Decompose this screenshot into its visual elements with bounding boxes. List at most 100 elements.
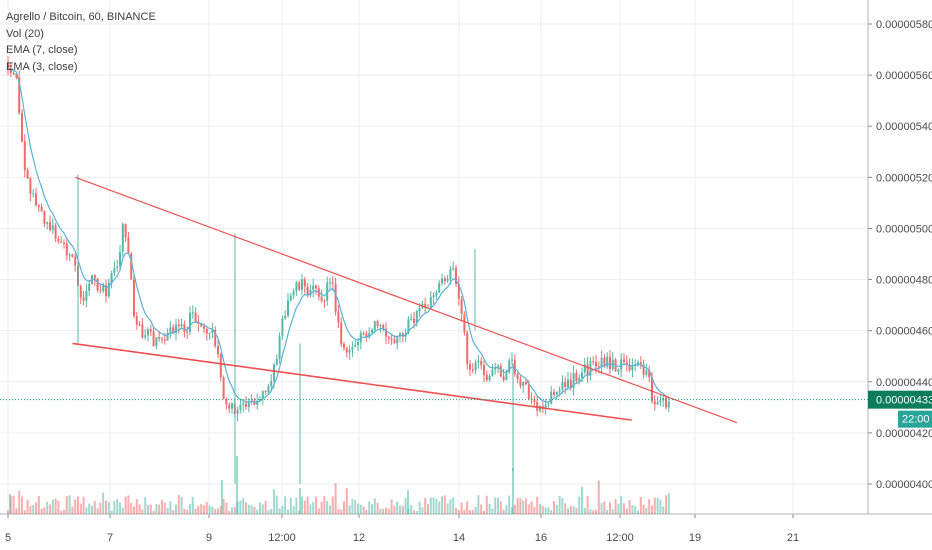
volume-bar — [166, 507, 169, 514]
volume-bar — [21, 496, 23, 514]
volume-bar — [435, 498, 438, 514]
volume-bar — [550, 510, 553, 514]
volume-bar — [614, 499, 617, 514]
price-axis[interactable] — [868, 0, 932, 514]
volume-bar — [396, 501, 399, 514]
volume-bar — [60, 510, 63, 514]
legend-ema3[interactable]: EMA (3, close) — [6, 60, 78, 73]
candle-body — [46, 222, 49, 224]
volume-bar — [354, 500, 357, 514]
candle-body — [105, 285, 107, 297]
candle-body — [329, 282, 331, 284]
volume-bar — [203, 505, 205, 514]
volume-bar — [245, 502, 247, 514]
candle-body — [533, 399, 536, 402]
candle-body — [273, 364, 275, 381]
candle-body — [617, 369, 620, 372]
volume-bar — [463, 509, 466, 514]
volume-bar — [133, 506, 135, 514]
volume-bar — [480, 504, 483, 514]
candle-body — [572, 373, 575, 388]
candle-body — [183, 324, 186, 332]
volume-bar — [651, 505, 653, 514]
legend-vol[interactable]: Vol (20) — [6, 27, 44, 40]
volume-bar — [385, 507, 387, 514]
candle-body — [354, 345, 357, 348]
volume-bar — [270, 508, 273, 514]
candle-body — [127, 237, 130, 254]
candle-body — [665, 397, 667, 408]
x-tick-label: 12:00 — [268, 532, 296, 544]
volume-bar — [382, 509, 385, 514]
candle-body — [281, 318, 284, 337]
candle-body — [60, 241, 63, 243]
candle-body — [575, 373, 578, 382]
candle-body — [603, 357, 606, 367]
candle-body — [645, 370, 648, 375]
x-tick-label: 21 — [787, 532, 799, 544]
candle-body — [256, 400, 259, 405]
volume-bar — [452, 497, 455, 514]
candle-body — [88, 283, 91, 291]
volume-bar — [659, 499, 662, 514]
volume-bar — [155, 503, 158, 514]
candle-body — [203, 326, 205, 329]
candle-body — [135, 316, 138, 325]
volume-bar — [119, 502, 121, 514]
volume-bar — [606, 509, 609, 514]
volume-bar — [387, 508, 390, 514]
volume-bar — [323, 496, 326, 514]
candle-body — [597, 366, 600, 368]
upper-trendline[interactable] — [75, 176, 738, 424]
candle-body — [225, 398, 228, 405]
volume-bar — [567, 508, 569, 514]
volume-bar — [597, 480, 600, 514]
candle-body — [558, 389, 561, 392]
volume-bar — [376, 502, 379, 514]
candle-body — [239, 405, 242, 410]
candle-body — [320, 296, 323, 301]
volume-bar — [186, 509, 189, 514]
candle-body — [54, 225, 57, 239]
candle-body — [334, 283, 337, 312]
candle-body — [219, 354, 222, 378]
candle-body — [494, 368, 497, 370]
volume-bar — [35, 502, 37, 514]
candle-body — [415, 311, 418, 323]
lower-trendline[interactable] — [72, 342, 632, 421]
volume-bar — [175, 504, 177, 514]
candle-body — [443, 278, 446, 282]
volume-bar — [278, 508, 281, 514]
candle-body — [71, 254, 74, 257]
candle-body — [315, 285, 317, 289]
candle-body — [211, 329, 214, 333]
volume-bar — [399, 505, 401, 514]
candle-body — [275, 358, 278, 365]
candle-body — [68, 254, 71, 256]
candle-body — [306, 286, 309, 296]
candle-body — [628, 364, 631, 371]
volume-bar — [68, 495, 71, 514]
volume-bar — [539, 504, 541, 514]
volume-bar — [438, 501, 441, 514]
volume-bar — [138, 504, 141, 514]
volume-bar — [46, 501, 49, 514]
candle-body — [133, 279, 135, 317]
y-tick-label: 0.00000400 — [876, 479, 932, 491]
volume-bar — [306, 496, 309, 514]
candle-body — [222, 377, 225, 399]
legend-ema7[interactable]: EMA (7, close) — [6, 44, 78, 56]
volume-bar — [63, 509, 65, 514]
volume-bar — [427, 504, 429, 514]
candle-body — [499, 365, 502, 377]
candle-body — [43, 211, 46, 224]
candle-body — [309, 289, 312, 296]
candle-body — [37, 205, 40, 207]
candle-body — [508, 360, 511, 373]
volume-bar — [494, 497, 497, 514]
candle-body — [656, 402, 659, 405]
ema-line[interactable] — [7, 67, 670, 404]
candle-body — [57, 238, 60, 242]
